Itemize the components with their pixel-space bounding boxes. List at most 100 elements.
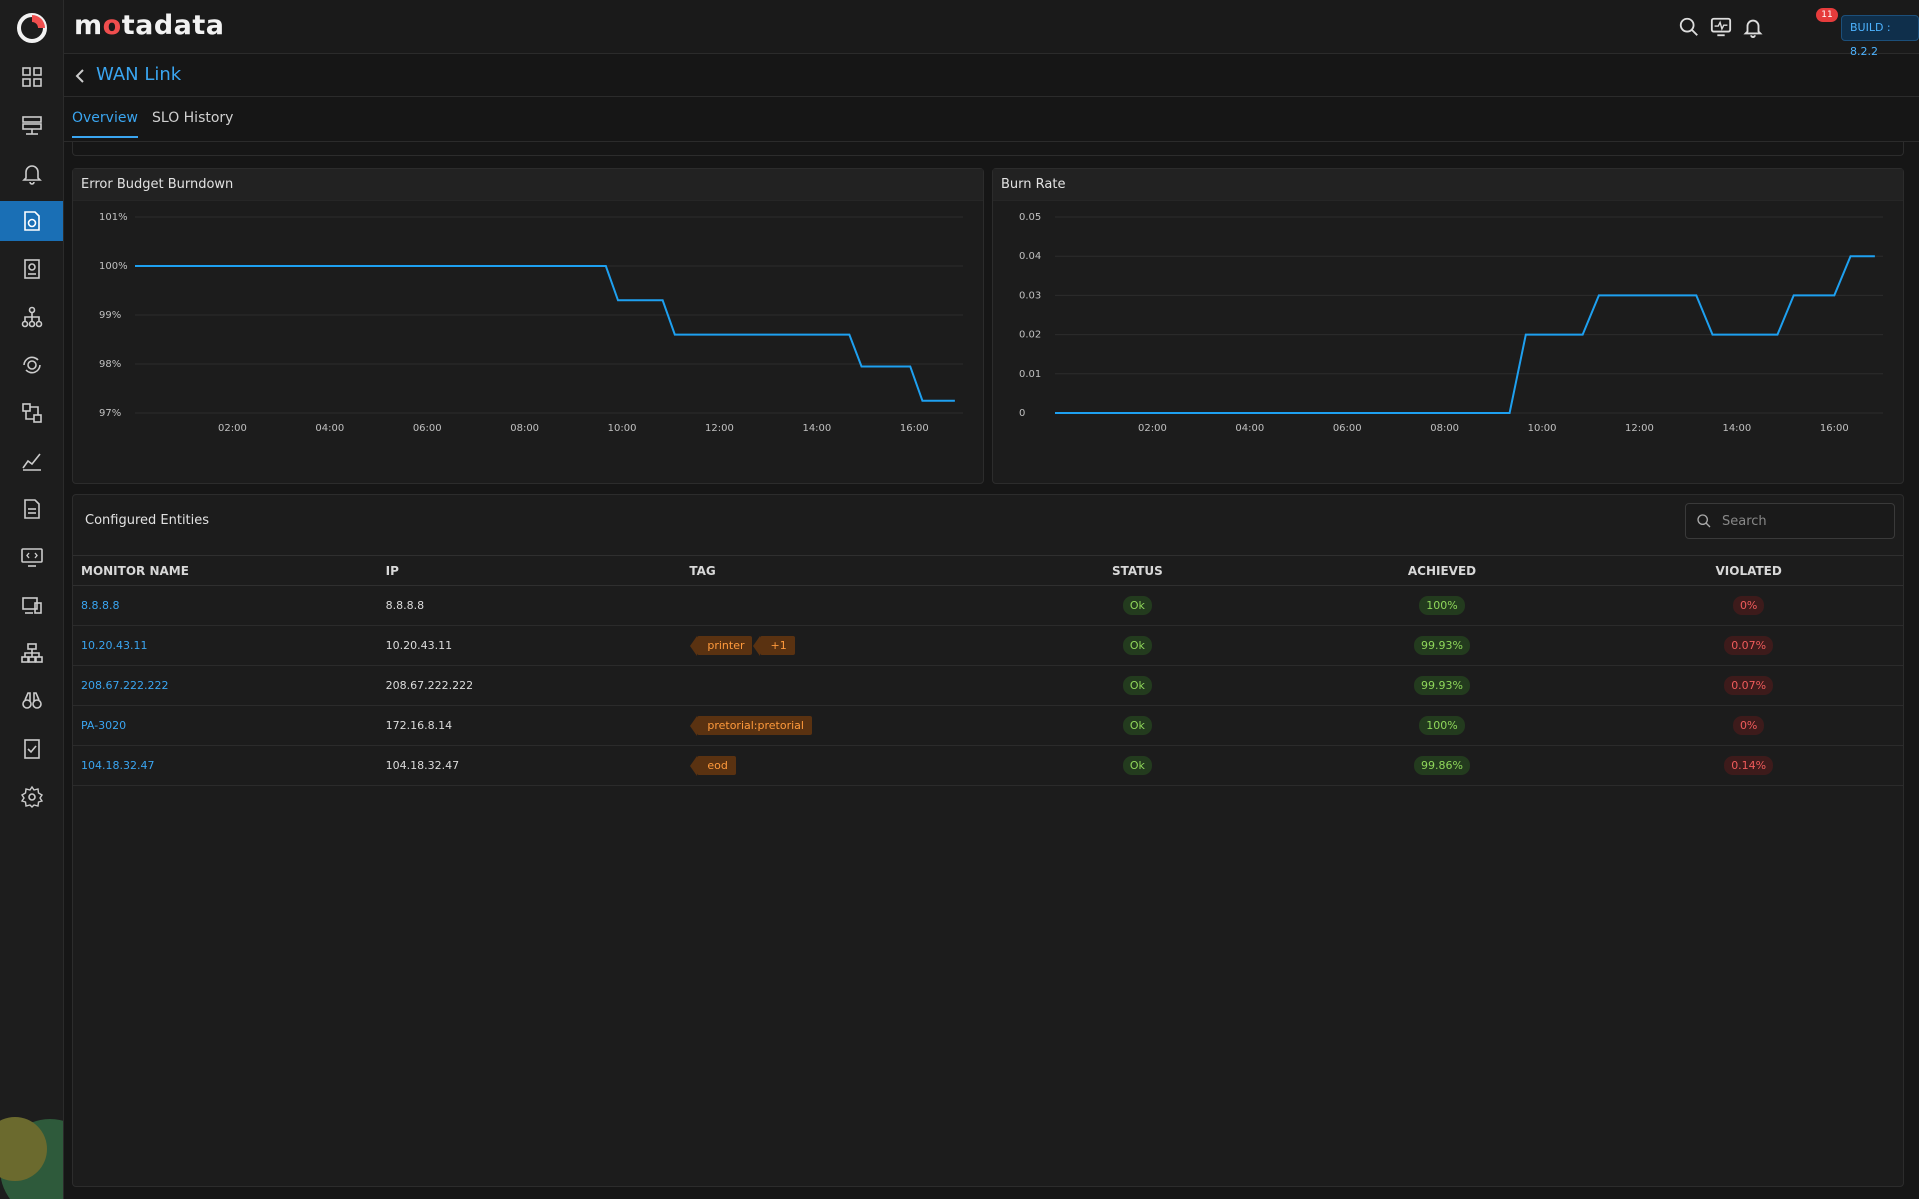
back-chevron-icon[interactable] bbox=[72, 67, 90, 85]
metric-icon bbox=[22, 453, 41, 471]
slo-icon bbox=[24, 211, 40, 231]
col-monitor-name[interactable]: MONITOR NAME bbox=[73, 555, 378, 586]
entities-table: MONITOR NAME IP TAG STATUS ACHIEVED VIOL… bbox=[73, 555, 1903, 786]
table-row[interactable]: 8.8.8.8 8.8.8.8 Ok 100% 0% bbox=[73, 585, 1903, 626]
col-achieved[interactable]: ACHIEVED bbox=[1289, 555, 1595, 586]
bell-icon[interactable] bbox=[1740, 14, 1766, 40]
col-status[interactable]: STATUS bbox=[985, 555, 1290, 586]
sidebar-item-monitor-code[interactable] bbox=[0, 537, 63, 577]
achieved-badge: 100% bbox=[1419, 716, 1465, 735]
col-violated[interactable]: VIOLATED bbox=[1594, 555, 1903, 586]
sidebar-item-metric[interactable] bbox=[0, 441, 63, 481]
y-tick-label: 0.05 bbox=[1019, 212, 1041, 223]
brand-logo[interactable]: motadata bbox=[74, 10, 225, 41]
sidebar-item-audit[interactable] bbox=[0, 729, 63, 769]
ip-cell: 10.20.43.11 bbox=[377, 625, 682, 666]
burnrate-panel: Burn Rate 0 0.01 0.02 0.03 0.04 0.05 02:00 04:0… bbox=[992, 168, 1904, 484]
tag-chip[interactable]: eod bbox=[690, 756, 736, 776]
search-icon bbox=[1697, 514, 1711, 528]
tag-chip[interactable]: +1 bbox=[753, 636, 795, 656]
violated-badge: 0% bbox=[1732, 716, 1765, 735]
x-tick-label: 12:00 bbox=[705, 423, 734, 434]
status-badge: Ok bbox=[1122, 636, 1152, 655]
sidebar-item-document[interactable] bbox=[0, 489, 63, 529]
sidebar-item-dashboard[interactable] bbox=[0, 57, 63, 97]
y-tick-label: 0.04 bbox=[1019, 251, 1041, 262]
x-tick-label: 06:00 bbox=[413, 423, 442, 434]
sidebar-item-slo[interactable] bbox=[0, 201, 63, 241]
burndown-panel: Error Budget Burndown 97% 98% 99% 100% 101% 0… bbox=[72, 168, 984, 484]
sidebar-item-flow[interactable] bbox=[0, 345, 63, 385]
violated-badge: 0.07% bbox=[1724, 636, 1774, 655]
ip-cell: 8.8.8.8 bbox=[377, 585, 682, 626]
tab-overview[interactable]: Overview bbox=[72, 110, 138, 138]
series-line[interactable] bbox=[1055, 255, 1875, 414]
bell-icon bbox=[22, 165, 42, 185]
tab-bar: Overview SLO History bbox=[64, 98, 1919, 142]
build-badge: BUILD : 8.2.2 bbox=[1841, 15, 1919, 58]
tag-cell bbox=[681, 585, 986, 626]
sidebar-item-device[interactable] bbox=[0, 585, 63, 625]
search-box[interactable] bbox=[1685, 503, 1895, 539]
status-badge: Ok bbox=[1122, 596, 1152, 615]
sidebar-item-bell[interactable] bbox=[0, 153, 63, 193]
table-row[interactable]: PA-3020 172.16.8.14 pretorial:pretorial Ok 1… bbox=[73, 705, 1903, 746]
sidebar-item-network[interactable] bbox=[0, 633, 63, 673]
ip-cell: 104.18.32.47 bbox=[377, 745, 682, 786]
app-logo-icon[interactable] bbox=[14, 10, 50, 46]
table-row[interactable]: 10.20.43.11 10.20.43.11 printer +1 Ok 99.93% 0… bbox=[73, 625, 1903, 666]
status-badge: Ok bbox=[1122, 716, 1152, 735]
x-tick-label: 04:00 bbox=[315, 423, 344, 434]
tag-chip[interactable]: printer bbox=[690, 636, 753, 656]
monitor-name-link[interactable]: 8.8.8.8 bbox=[81, 599, 120, 612]
ip-cell: 172.16.8.14 bbox=[377, 705, 682, 746]
sidebar-item-config[interactable] bbox=[0, 393, 63, 433]
monitor-name-link[interactable]: PA-3020 bbox=[81, 719, 127, 732]
y-tick-label: 0.01 bbox=[1019, 369, 1041, 380]
achieved-badge: 99.86% bbox=[1414, 756, 1470, 775]
audit-icon bbox=[24, 739, 40, 759]
tag-cell: eod bbox=[681, 745, 986, 786]
achieved-badge: 99.93% bbox=[1414, 676, 1470, 695]
x-tick-label: 14:00 bbox=[1722, 423, 1751, 434]
report-icon bbox=[24, 259, 40, 279]
monitor-name-link[interactable]: 208.67.222.222 bbox=[81, 679, 169, 692]
table-row[interactable]: 208.67.222.222 208.67.222.222 Ok 99.93% 0.07… bbox=[73, 665, 1903, 706]
y-tick-label: 0.03 bbox=[1019, 290, 1041, 301]
x-tick-label: 10:00 bbox=[1528, 423, 1557, 434]
tag-cell: pretorial:pretorial bbox=[681, 705, 986, 746]
burndown-title: Error Budget Burndown bbox=[73, 169, 983, 201]
tab-slo-history[interactable]: SLO History bbox=[152, 110, 234, 126]
series-line[interactable] bbox=[135, 265, 955, 402]
x-tick-label: 02:00 bbox=[218, 423, 247, 434]
monitor-icon[interactable] bbox=[1708, 14, 1734, 40]
topology-icon bbox=[21, 306, 43, 328]
y-tick-label: 99% bbox=[99, 310, 121, 321]
burndown-chart[interactable]: 97% 98% 99% 100% 101% 02:00 04:00 06:00 08:00 10:… bbox=[73, 201, 983, 483]
sidebar-item-topology[interactable] bbox=[0, 297, 63, 337]
violated-badge: 0.07% bbox=[1724, 676, 1774, 695]
col-ip[interactable]: IP bbox=[377, 555, 682, 586]
page-header: WAN Link bbox=[64, 55, 1919, 97]
search-icon[interactable] bbox=[1676, 14, 1702, 40]
network-icon bbox=[21, 643, 43, 663]
sidebar-item-gear[interactable] bbox=[0, 777, 63, 817]
table-row[interactable]: 104.18.32.47 104.18.32.47 eod Ok 99.86% 0.14% bbox=[73, 745, 1903, 786]
y-tick-label: 97% bbox=[99, 408, 121, 419]
server-icon bbox=[22, 116, 42, 135]
search-input[interactable] bbox=[1722, 513, 1882, 529]
sidebar-item-binoculars[interactable] bbox=[0, 681, 63, 721]
sidebar-item-report[interactable] bbox=[0, 249, 63, 289]
burnrate-title: Burn Rate bbox=[993, 169, 1903, 201]
col-tag[interactable]: TAG bbox=[681, 555, 986, 586]
collapsed-panel-edge bbox=[72, 142, 1904, 156]
sidebar-item-server[interactable] bbox=[0, 105, 63, 145]
flow-icon bbox=[23, 356, 41, 374]
monitor-name-link[interactable]: 104.18.32.47 bbox=[81, 759, 155, 772]
sidebar bbox=[0, 0, 64, 1199]
tag-chip[interactable]: pretorial:pretorial bbox=[690, 716, 812, 736]
burnrate-chart[interactable]: 0 0.01 0.02 0.03 0.04 0.05 02:00 04:00 06:00 08:0… bbox=[993, 201, 1903, 483]
x-tick-label: 02:00 bbox=[1138, 423, 1167, 434]
monitor-code-icon bbox=[21, 548, 43, 567]
monitor-name-link[interactable]: 10.20.43.11 bbox=[81, 639, 148, 652]
